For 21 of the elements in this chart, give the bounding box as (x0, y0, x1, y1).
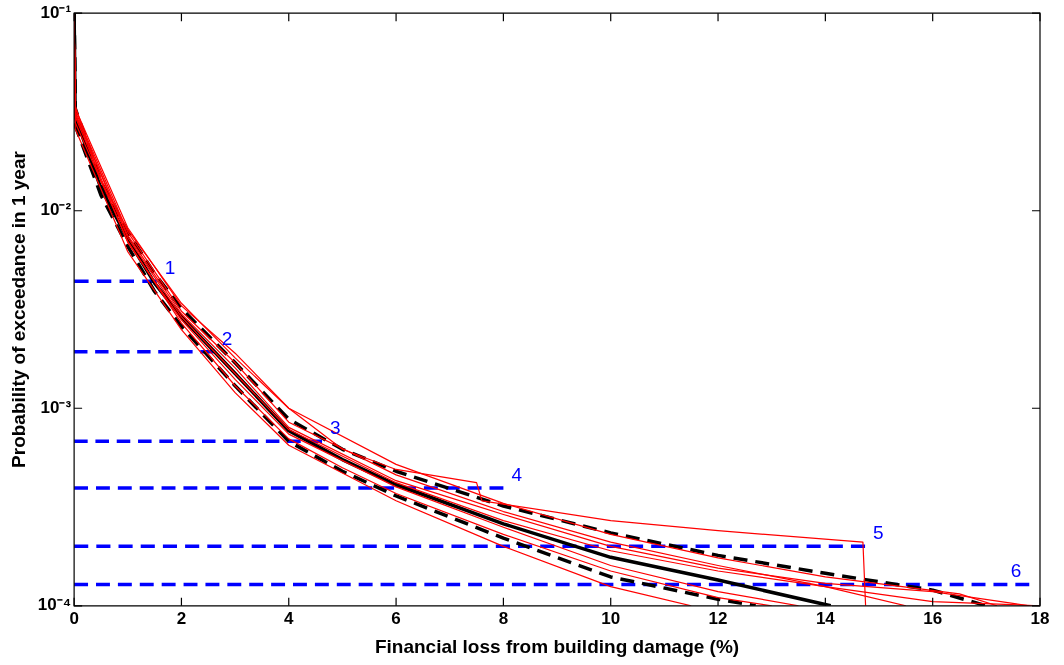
x-tick-label: 14 (815, 608, 836, 628)
annotation: 2 (221, 327, 233, 349)
x-tick-label: 8 (498, 608, 509, 628)
x-tick-label: 16 (923, 608, 943, 628)
y-tick-label: 10⁻² (40, 200, 72, 220)
annotation: 1 (164, 256, 176, 278)
x-tick-label: 10 (601, 608, 621, 628)
annotation: 6 (1010, 560, 1022, 582)
x-tick-label: 18 (1030, 608, 1050, 628)
x-tick-label: 6 (391, 608, 401, 628)
annotation: 4 (511, 463, 523, 485)
y-tick-label: 10⁻³ (40, 397, 72, 417)
annotation: 5 (873, 522, 884, 544)
y-tick-label: 10⁻¹ (40, 2, 72, 22)
y-axis-title: Probability of exceedance in 1 year (7, 150, 29, 468)
x-axis-title: Financial loss from building damage (%) (374, 635, 740, 657)
annotation: 3 (330, 417, 341, 439)
x-tick-label: 0 (69, 608, 79, 628)
x-tick-label: 4 (284, 608, 295, 628)
x-tick-label: 12 (708, 608, 728, 628)
x-tick-label: 2 (176, 608, 187, 628)
